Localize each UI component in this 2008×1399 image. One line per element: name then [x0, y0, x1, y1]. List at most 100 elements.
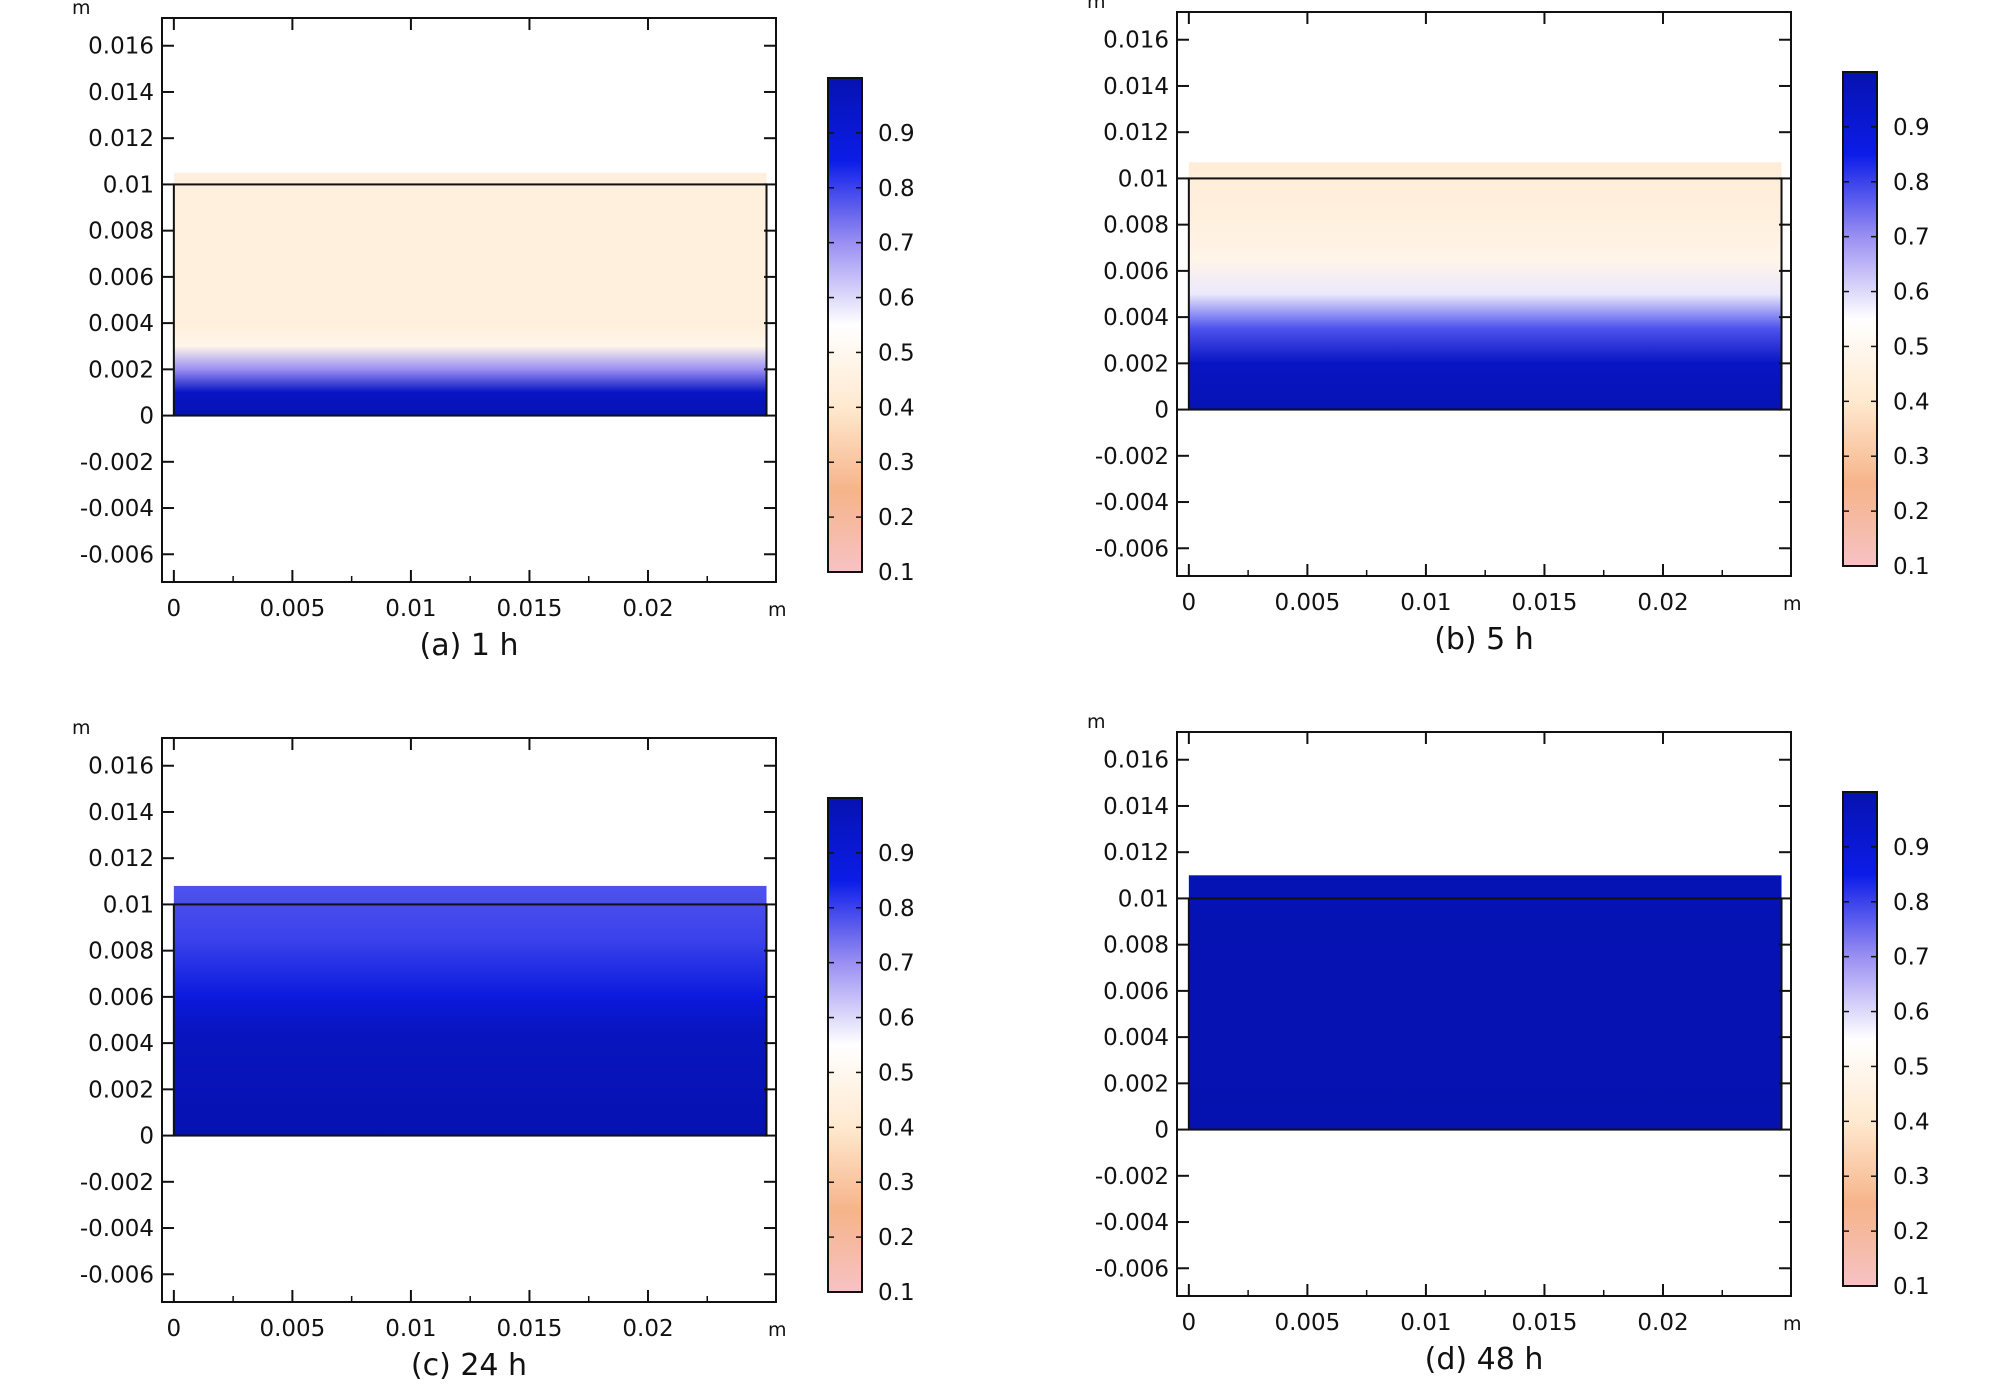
colorbar — [1842, 791, 1878, 1287]
domain-outline — [172, 183, 768, 417]
x-tick-label: 0.01 — [1400, 1310, 1451, 1336]
colorbar-tick-label: 0.6 — [878, 1006, 915, 1032]
colorbar-tick-label: 0.2 — [878, 1225, 915, 1251]
y-tick-label: 0.006 — [88, 265, 154, 291]
y-tick-label: 0.016 — [88, 754, 154, 780]
colorbar-tick-label: 0.1 — [878, 1280, 915, 1306]
y-tick-label: -0.006 — [80, 1262, 154, 1288]
colorbar-tick-label: 0.7 — [878, 231, 915, 257]
colorbar-tick-label: 0.3 — [878, 450, 915, 476]
concentration-field — [1188, 162, 1782, 410]
y-tick-label: 0.004 — [1103, 1025, 1169, 1051]
y-tick-label: 0.01 — [103, 172, 154, 198]
y-unit-label: m — [1087, 0, 1106, 13]
y-tick-label: 0.008 — [88, 219, 154, 245]
x-tick-label: 0.015 — [497, 1316, 563, 1342]
x-tick-label: 0.005 — [1274, 1310, 1340, 1336]
x-unit-label: m — [1783, 1313, 1802, 1335]
x-tick-label: 0.005 — [259, 1316, 325, 1342]
y-unit-label: m — [1087, 711, 1106, 733]
x-tick-label: 0.005 — [1274, 590, 1340, 616]
y-tick-label: 0.012 — [88, 126, 154, 152]
y-tick-label: 0.002 — [1103, 351, 1169, 377]
colorbar-tick-label: 0.5 — [878, 340, 915, 366]
y-tick-label: 0.012 — [1103, 840, 1169, 866]
panel-caption: (b) 5 h — [1434, 622, 1534, 657]
plot-frame — [1176, 731, 1792, 1297]
plot-frame — [161, 17, 777, 583]
y-tick-label: 0.01 — [103, 892, 154, 918]
panel-caption: (a) 1 h — [420, 628, 519, 663]
y-tick-label: 0.014 — [88, 80, 154, 106]
colorbar-tick-label: 0.1 — [1893, 554, 1930, 580]
x-tick-label: 0.005 — [259, 596, 325, 622]
colorbar-tick-label: 0.1 — [1893, 1274, 1930, 1300]
x-tick-label: 0.02 — [622, 596, 673, 622]
x-tick-label: 0.01 — [385, 1316, 436, 1342]
colorbar-tick-label: 0.9 — [1893, 835, 1930, 861]
y-unit-label: m — [72, 0, 91, 19]
x-tick-label: 0.01 — [385, 596, 436, 622]
y-tick-label: 0.01 — [1118, 166, 1169, 192]
y-tick-label: -0.002 — [1095, 1164, 1169, 1190]
domain-outline — [172, 903, 768, 1137]
y-unit-label: m — [72, 717, 91, 739]
colorbar-tick-label: 0.4 — [1893, 1109, 1930, 1135]
x-tick-label: 0.01 — [1400, 590, 1451, 616]
y-tick-label: -0.004 — [80, 496, 154, 522]
y-tick-label: 0.004 — [88, 1031, 154, 1057]
y-tick-label: 0.006 — [1103, 979, 1169, 1005]
colorbar-tick-label: 0.8 — [1893, 170, 1930, 196]
y-tick-label: 0.016 — [1103, 748, 1169, 774]
x-tick-label: 0.015 — [1512, 590, 1578, 616]
colorbar-tick-label: 0.5 — [1893, 1054, 1930, 1080]
y-tick-label: -0.004 — [1095, 490, 1169, 516]
y-tick-label: 0.012 — [1103, 120, 1169, 146]
y-tick-label: 0.014 — [88, 800, 154, 826]
y-tick-label: 0 — [139, 1124, 154, 1150]
colorbar-tick-label: 0.6 — [1893, 280, 1930, 306]
panel-4: 0.016 0.014 0.012 0.01 0.008 0.006 0.004 0.002 0… — [1087, 711, 1930, 1377]
plot-frame — [1176, 11, 1792, 577]
x-tick-label: 0 — [167, 596, 182, 622]
colorbar — [827, 797, 863, 1293]
colorbar-tick-label: 0.8 — [878, 176, 915, 202]
colorbar — [1842, 71, 1878, 567]
y-tick-label: 0.014 — [1103, 74, 1169, 100]
y-tick-label: 0.006 — [1103, 259, 1169, 285]
y-tick-label: 0.01 — [1118, 886, 1169, 912]
x-unit-label: m — [1783, 593, 1802, 615]
colorbar-tick-label: 0.3 — [1893, 1164, 1930, 1190]
colorbar-tick-label: 0.9 — [878, 121, 915, 147]
x-tick-label: 0.015 — [497, 596, 563, 622]
panel-3: 0.016 0.014 0.012 0.01 0.008 0.006 0.004 0.002 0… — [72, 717, 915, 1383]
colorbar-tick-label: 0.1 — [878, 560, 915, 586]
colorbar-tick-label: 0.4 — [878, 1115, 915, 1141]
y-tick-label: 0.008 — [1103, 933, 1169, 959]
colorbar-tick-label: 0.7 — [1893, 945, 1930, 971]
colorbar-tick-label: 0.8 — [1893, 890, 1930, 916]
colorbar-tick-label: 0.7 — [1893, 225, 1930, 251]
concentration-field — [1188, 875, 1782, 1130]
panel-1: 0.016 0.014 0.012 0.01 0.008 0.006 0.004 0.002 0… — [72, 0, 915, 663]
y-tick-label: 0 — [139, 404, 154, 430]
y-tick-label: 0.008 — [88, 939, 154, 965]
colorbar-tick-label: 0.2 — [1893, 499, 1930, 525]
y-tick-label: 0.012 — [88, 846, 154, 872]
colorbar-tick-label: 0.6 — [1893, 1000, 1930, 1026]
colorbar-tick-label: 0.8 — [878, 896, 915, 922]
y-tick-label: -0.004 — [80, 1216, 154, 1242]
x-unit-label: m — [768, 599, 787, 621]
y-tick-label: -0.002 — [1095, 444, 1169, 470]
y-tick-label: 0.014 — [1103, 794, 1169, 820]
y-tick-label: 0 — [1154, 398, 1169, 424]
x-tick-label: 0.02 — [1637, 590, 1688, 616]
colorbar-tick-label: 0.9 — [1893, 115, 1930, 141]
plot-frame — [161, 737, 777, 1303]
y-tick-label: 0.016 — [1103, 28, 1169, 54]
y-tick-label: 0.008 — [1103, 213, 1169, 239]
y-tick-label: 0.002 — [88, 357, 154, 383]
concentration-field — [173, 885, 767, 1136]
colorbar-tick-label: 0.2 — [1893, 1219, 1930, 1245]
y-tick-label: 0.002 — [1103, 1071, 1169, 1097]
